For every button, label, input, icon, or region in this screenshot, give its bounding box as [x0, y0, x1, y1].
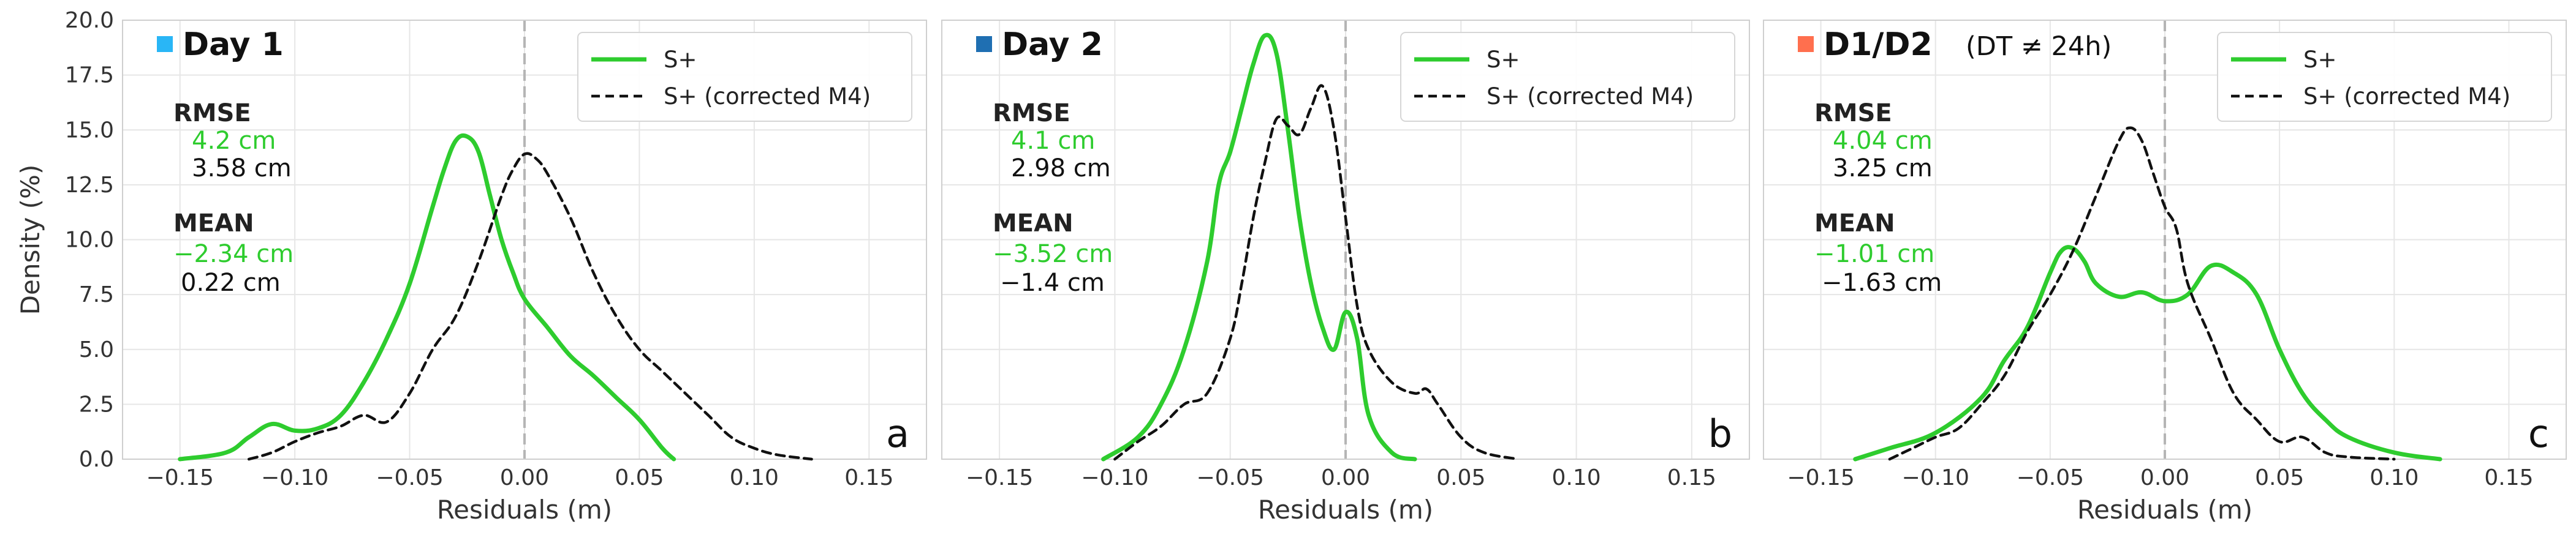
series-line-s-plus	[1101, 32, 1417, 462]
x-tick-label: −0.15	[1787, 465, 1854, 490]
x-tick-label: −0.05	[376, 465, 443, 490]
title-marker-square	[976, 36, 992, 52]
legend-entry-label: S+	[2303, 47, 2337, 73]
series-line-s-plus-corrected-m4	[247, 152, 813, 461]
x-tick-label: 0.10	[730, 465, 779, 490]
plot-frame	[1763, 20, 2567, 460]
mean-label: MEAN	[993, 209, 1074, 238]
y-tick-label: 12.5	[65, 173, 114, 198]
panel-a: −0.15 −0.10 −0.05 0.00 0.05 0.10 0.15 Residuals…	[15, 8, 927, 525]
x-tick-label: 0.15	[844, 465, 893, 490]
x-tick-label: 0.15	[1667, 465, 1716, 490]
panel-letter: a	[886, 411, 909, 456]
rmse-corrected-value: 2.98 cm	[1011, 154, 1111, 182]
x-tick-label: −0.15	[966, 465, 1033, 490]
x-tick-label: 0.00	[500, 465, 549, 490]
legend-entry-label: S+	[1487, 47, 1520, 73]
y-tick-label: 17.5	[65, 63, 114, 88]
y-axis-label: Density (%)	[15, 165, 45, 315]
x-tick-label: 0.10	[2370, 465, 2419, 490]
rmse-label: RMSE	[173, 99, 251, 127]
series-line-s-plus-corrected-m4	[1888, 126, 2396, 461]
legend: S+ S+ (corrected M4)	[2217, 32, 2552, 122]
series-line-s-plus	[178, 133, 676, 462]
y-tick-label: 7.5	[79, 282, 114, 307]
panel-title: Day 2	[1002, 26, 1103, 63]
x-tick-label: 0.05	[615, 465, 664, 490]
legend: S+ S+ (corrected M4)	[1400, 32, 1735, 122]
legend: S+ S+ (corrected M4)	[577, 32, 912, 122]
legend-entry-label: S+ (corrected M4)	[664, 83, 871, 110]
panel-c: −0.15 −0.10 −0.05 0.00 0.05 0.10 0.15 Residuals…	[1763, 20, 2567, 525]
legend-entry-label: S+	[664, 47, 697, 73]
mean-corrected-value: −1.4 cm	[1000, 269, 1105, 297]
mean-s-plus-value: −2.34 cm	[173, 240, 294, 268]
x-tick-label: 0.00	[2140, 465, 2189, 490]
y-tick-label: 10.0	[65, 228, 114, 253]
mean-label: MEAN	[1814, 209, 1895, 238]
x-tick-label: 0.15	[2484, 465, 2533, 490]
y-tick-label: 5.0	[79, 337, 114, 362]
legend-entry-label: S+ (corrected M4)	[2303, 83, 2510, 110]
rmse-s-plus-value: 4.1 cm	[1011, 127, 1095, 155]
x-axis-label: Residuals (m)	[1258, 495, 1433, 525]
x-tick-label: −0.05	[2017, 465, 2084, 490]
legend-box	[1400, 32, 1735, 122]
x-tick-label: −0.10	[261, 465, 328, 490]
rmse-s-plus-value: 4.04 cm	[1833, 127, 1933, 155]
mean-s-plus-value: −1.01 cm	[1814, 240, 1934, 268]
legend-box	[577, 32, 912, 122]
y-tick-label: 2.5	[79, 392, 114, 417]
mean-corrected-value: 0.22 cm	[181, 269, 281, 297]
mean-corrected-value: −1.63 cm	[1822, 269, 1942, 297]
rmse-s-plus-value: 4.2 cm	[192, 127, 276, 155]
x-tick-label: −0.10	[1902, 465, 1969, 490]
mean-s-plus-value: −3.52 cm	[993, 240, 1113, 268]
x-tick-label: −0.05	[1197, 465, 1264, 490]
rmse-corrected-value: 3.58 cm	[192, 154, 292, 182]
series-line-s-plus-corrected-m4	[1113, 84, 1520, 461]
y-tick-label: 15.0	[65, 118, 114, 143]
series-line-s-plus	[1853, 245, 2442, 462]
y-tick-label: 0.0	[79, 447, 114, 472]
panel-b: −0.15 −0.10 −0.05 0.00 0.05 0.10 0.15 Residuals…	[941, 20, 1750, 525]
x-axis-label: Residuals (m)	[437, 495, 612, 525]
rmse-corrected-value: 3.25 cm	[1833, 154, 1933, 182]
x-tick-label: 0.10	[1551, 465, 1601, 490]
plot-frame	[122, 20, 927, 460]
title-marker-square	[1798, 36, 1814, 52]
legend-entry-label: S+ (corrected M4)	[1487, 83, 1694, 110]
legend-box	[2217, 32, 2552, 122]
panel-letter: b	[1708, 411, 1732, 456]
x-tick-label: −0.15	[146, 465, 214, 490]
x-tick-label: 0.00	[1321, 465, 1370, 490]
mean-label: MEAN	[173, 209, 254, 238]
y-tick-label: 20.0	[65, 8, 114, 33]
panel-title-note: (DT ≠ 24h)	[1966, 31, 2112, 62]
panel-title: Day 1	[183, 26, 284, 63]
x-tick-label: −0.10	[1081, 465, 1148, 490]
rmse-label: RMSE	[1814, 99, 1892, 127]
x-tick-label: 0.05	[2255, 465, 2304, 490]
panel-title: D1/D2	[1824, 26, 1933, 63]
plot-frame	[941, 20, 1750, 460]
title-marker-square	[157, 36, 173, 52]
rmse-label: RMSE	[993, 99, 1070, 127]
panel-letter: c	[2528, 411, 2549, 456]
x-axis-label: Residuals (m)	[2077, 495, 2252, 525]
x-tick-label: 0.05	[1436, 465, 1485, 490]
